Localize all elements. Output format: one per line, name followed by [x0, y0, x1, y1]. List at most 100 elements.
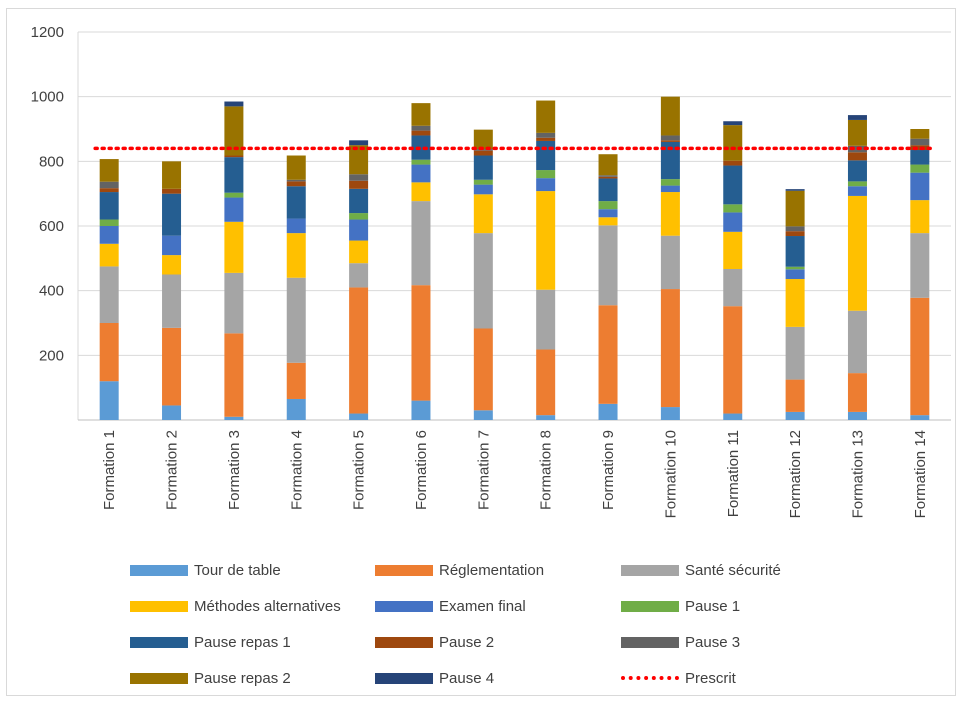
bar-segment: [723, 204, 742, 212]
bar-segment: [224, 417, 243, 420]
bar-segment: [287, 399, 306, 420]
bar-segment: [287, 219, 306, 234]
bar-segment: [661, 407, 680, 420]
bar-segment: [224, 333, 243, 416]
bar-segment: [100, 381, 119, 420]
x-tick-label: Formation 9: [600, 430, 617, 510]
bar-segment: [910, 173, 929, 200]
bar-segment: [661, 135, 680, 140]
bar-segment: [100, 220, 119, 226]
y-tick-label: 800: [39, 153, 64, 170]
bar-segment: [224, 198, 243, 222]
bar-segment: [162, 255, 181, 274]
y-tick-label: 200: [39, 347, 64, 364]
bar-segment: [599, 154, 618, 175]
bar-segment: [599, 209, 618, 217]
bar-segment: [661, 236, 680, 289]
bar-segment: [786, 380, 805, 412]
bar-segment: [411, 201, 430, 285]
y-tick-label: 1000: [31, 89, 64, 106]
bar-segment: [349, 287, 368, 413]
x-tick-label: Formation 5: [351, 430, 368, 510]
bar-segment: [162, 194, 181, 236]
bar-segment: [411, 165, 430, 183]
bar-segment: [349, 189, 368, 213]
bar-segment: [349, 181, 368, 189]
bar-segment: [848, 160, 867, 181]
bar-segment: [536, 178, 555, 191]
bar-segment: [723, 212, 742, 231]
x-tick-label: Formation 11: [725, 430, 742, 517]
bar-segment: [910, 415, 929, 420]
bar-segment: [661, 179, 680, 185]
y-tick-label: 1200: [31, 24, 64, 41]
bar-segment: [848, 181, 867, 186]
bar-segment: [848, 120, 867, 146]
bar-segment: [661, 140, 680, 142]
x-tick-label: Formation 14: [912, 430, 929, 518]
bar-segment: [536, 170, 555, 178]
bar-segment: [786, 279, 805, 327]
bar-segment: [474, 156, 493, 180]
x-tick-label: Formation 12: [787, 430, 804, 518]
bar-segment: [910, 200, 929, 233]
bar-segment: [100, 266, 119, 323]
bar-segment: [474, 130, 493, 149]
bar-segment: [224, 273, 243, 333]
bar-segment: [162, 328, 181, 406]
bar-segment: [910, 298, 929, 415]
bar-segment: [224, 102, 243, 107]
bar-segment: [349, 263, 368, 287]
bar-segment: [100, 182, 119, 188]
x-tick-label: Formation 7: [475, 430, 492, 510]
bar-segment: [411, 160, 430, 165]
bar-segment: [723, 166, 742, 205]
bar-segment: [910, 129, 929, 139]
bar-segment: [411, 285, 430, 400]
bar-segment: [474, 185, 493, 195]
bar-segment: [349, 241, 368, 264]
bar-segment: [848, 186, 867, 196]
bar-segment: [100, 323, 119, 381]
bar-segment: [100, 192, 119, 219]
bar-segment: [723, 414, 742, 420]
bar-segment: [411, 126, 430, 131]
bar-segment: [599, 217, 618, 225]
bar-segment: [786, 412, 805, 420]
bar-segment: [786, 267, 805, 270]
bar-segment: [536, 133, 555, 138]
bar-segment: [411, 401, 430, 420]
bar-segment: [599, 175, 618, 177]
bar-segment: [287, 363, 306, 399]
bar-segment: [786, 269, 805, 279]
bar-segment: [723, 121, 742, 125]
bar-segment: [411, 103, 430, 126]
x-tick-label: Formation 2: [164, 430, 181, 510]
bar-segment: [100, 159, 119, 182]
bar-segment: [536, 141, 555, 170]
x-tick-label: Formation 1: [101, 430, 118, 510]
bar-segment: [723, 306, 742, 413]
bar-segment: [599, 177, 618, 179]
bar-segment: [910, 139, 929, 145]
bar-segment: [786, 189, 805, 191]
bar-segment: [162, 275, 181, 328]
bar-segment: [661, 97, 680, 136]
bar-segment: [100, 188, 119, 192]
bar-segment: [848, 412, 867, 420]
bar-segment: [848, 373, 867, 412]
bar-segment: [536, 101, 555, 133]
bar-segment: [599, 178, 618, 201]
bar-segment: [786, 231, 805, 236]
bar-segment: [287, 233, 306, 278]
bar-segment: [224, 156, 243, 158]
bar-segment: [287, 156, 306, 180]
bar-segment: [536, 415, 555, 420]
bar-segment: [599, 201, 618, 209]
bar-segment: [287, 181, 306, 186]
bar-segment: [349, 174, 368, 180]
bar-segment: [661, 192, 680, 236]
bar-segment: [411, 131, 430, 136]
bar-segment: [100, 244, 119, 267]
